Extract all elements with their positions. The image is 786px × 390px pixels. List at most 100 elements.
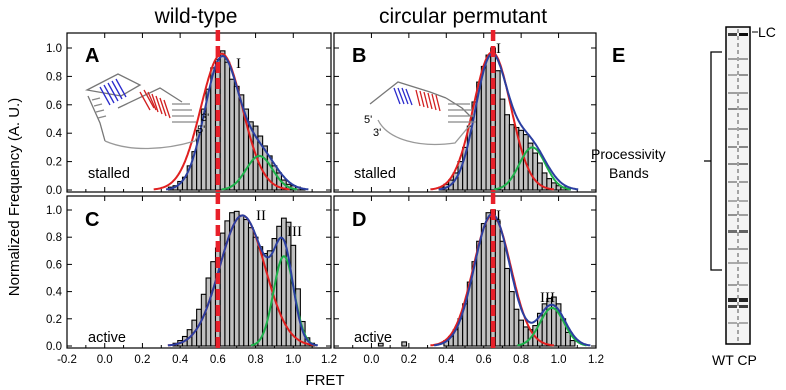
gel-band-wt bbox=[728, 230, 737, 233]
x-tick-label: 0.4 bbox=[438, 354, 455, 366]
gel-band-cp bbox=[739, 298, 748, 302]
histogram-bar bbox=[233, 210, 240, 347]
x-tick-label: 0.2 bbox=[134, 354, 150, 366]
gaussian-component-2 bbox=[221, 154, 298, 191]
gel-band-wt bbox=[728, 298, 737, 302]
title-circular-permutant: circular permutant bbox=[379, 5, 547, 28]
title-wild-type: wild-type bbox=[154, 5, 238, 28]
histogram-bar bbox=[508, 291, 515, 347]
histogram-bar bbox=[499, 98, 506, 191]
histogram-bar bbox=[476, 240, 482, 347]
histogram-bar bbox=[247, 227, 254, 347]
histogram-bar bbox=[219, 50, 226, 191]
peak-label-c-2: II bbox=[256, 208, 266, 224]
x-tick-label: 1.2 bbox=[321, 354, 337, 366]
gel-band-wt bbox=[728, 58, 737, 60]
total-fit-curve bbox=[167, 214, 319, 347]
total-fit-curve bbox=[438, 52, 579, 191]
gel-band-cp bbox=[739, 262, 748, 264]
y-tick-label: 0.4 bbox=[46, 128, 63, 140]
gaussian-component-2 bbox=[517, 306, 587, 347]
panel-letter-b: B bbox=[352, 45, 366, 67]
x-tick-label: 1.0 bbox=[285, 354, 301, 366]
rna-end-label-3prime-a: 3' bbox=[201, 112, 209, 124]
x-tick-label: 1.0 bbox=[551, 354, 567, 366]
histogram-bar bbox=[504, 114, 510, 191]
histogram-bar bbox=[252, 236, 259, 347]
histogram-bar bbox=[504, 267, 510, 347]
gel-band-wt bbox=[728, 92, 737, 94]
gel-band-wt bbox=[728, 181, 737, 183]
y-axis-label: Normalized Frequency (A. U.) bbox=[6, 98, 23, 296]
y-tick-label: 1.0 bbox=[46, 43, 62, 55]
histogram-bar bbox=[233, 85, 240, 191]
rna-construct-schematic-a bbox=[84, 73, 201, 150]
gel-band-cp bbox=[739, 74, 748, 76]
histogram-bar bbox=[494, 220, 501, 347]
x-tick-label: -0.2 bbox=[57, 354, 77, 366]
gel-band-wt bbox=[728, 248, 737, 250]
histogram-bar bbox=[229, 78, 235, 191]
x-tick-label: 0.2 bbox=[401, 354, 417, 366]
histogram-bar bbox=[210, 67, 217, 191]
histogram-bar bbox=[532, 152, 539, 191]
x-tick-label: 0.8 bbox=[513, 354, 529, 366]
gel-band-wt bbox=[728, 74, 737, 76]
condition-label-d: active bbox=[354, 330, 392, 346]
gel-band-cp bbox=[739, 284, 748, 286]
histogram-bar bbox=[480, 223, 487, 347]
y-tick-labels: 0.0 0.0 0.2 0.2 0.4 0.4 0.6 0.6 0.8 0.8 1.0 1.0 bbox=[46, 43, 63, 353]
y-tick-label: 0.6 bbox=[46, 259, 62, 271]
gel-band-cp bbox=[739, 33, 748, 36]
gel-band-cp bbox=[739, 163, 748, 165]
gel-band-wt bbox=[728, 322, 737, 324]
histogram-bar bbox=[257, 246, 264, 347]
condition-label-c: active bbox=[88, 330, 126, 346]
x-tick-label: 0.0 bbox=[97, 354, 113, 366]
histogram-bar bbox=[513, 308, 520, 347]
gel-band-cp bbox=[739, 108, 748, 110]
gel-band-cp bbox=[739, 200, 748, 202]
rna-end-label-5prime-b: 5' bbox=[364, 114, 372, 126]
gel-band-wt bbox=[728, 262, 737, 264]
total-fit-curve bbox=[165, 54, 309, 191]
gel-band-wt bbox=[728, 108, 737, 110]
x-tick-label: 0.6 bbox=[476, 354, 492, 366]
panel-letter-a: A bbox=[85, 45, 99, 67]
histogram-bar bbox=[518, 319, 525, 347]
gel-band-wt bbox=[728, 200, 737, 202]
x-tick-label: 0.6 bbox=[210, 354, 226, 366]
y-tick-label: 0.8 bbox=[46, 232, 62, 244]
total-fit-curve bbox=[433, 213, 591, 347]
rna-end-label-3prime-b: 3' bbox=[373, 127, 381, 139]
x-tick-labels: -0.2 0.0 0.0 0.2 0.2 0.4 0.4 0.6 0.6 0.8 0.8 1.0 1.0… bbox=[57, 354, 604, 366]
histogram-bar bbox=[377, 342, 384, 347]
histogram-bar bbox=[224, 61, 231, 191]
gel-band-wt bbox=[728, 33, 737, 36]
gel-band-cp bbox=[739, 181, 748, 183]
gel-band-wt bbox=[728, 128, 737, 130]
condition-label-b: stalled bbox=[354, 166, 396, 182]
histogram-bar bbox=[238, 214, 245, 347]
gel-band-cp bbox=[739, 92, 748, 94]
x-tick-label: 0.0 bbox=[363, 354, 379, 366]
gel-label-processivity: Processivity bbox=[591, 146, 666, 162]
panel-letter-c: C bbox=[85, 209, 99, 231]
peak-label-b-1: I bbox=[496, 41, 501, 57]
panel-letter-d: D bbox=[352, 209, 366, 231]
x-tick-label: 0.8 bbox=[248, 354, 264, 366]
histogram-bar bbox=[205, 277, 212, 347]
panel-a bbox=[66, 30, 332, 193]
panel-d bbox=[333, 193, 597, 349]
peak-label-d-3: III bbox=[540, 290, 555, 306]
rna-end-label-5prime-a: 5' bbox=[197, 124, 205, 136]
y-tick-label: 0.8 bbox=[46, 71, 62, 83]
histogram-bar bbox=[243, 218, 250, 347]
x-tick-label: 0.4 bbox=[172, 354, 189, 366]
gel-band-cp bbox=[739, 214, 748, 216]
panel-letter-e: E bbox=[612, 45, 625, 67]
histogram-bar bbox=[569, 340, 576, 347]
y-tick-label: 0.2 bbox=[46, 157, 62, 169]
gel-band-cp bbox=[739, 58, 748, 60]
gel-band-wt bbox=[728, 146, 737, 148]
